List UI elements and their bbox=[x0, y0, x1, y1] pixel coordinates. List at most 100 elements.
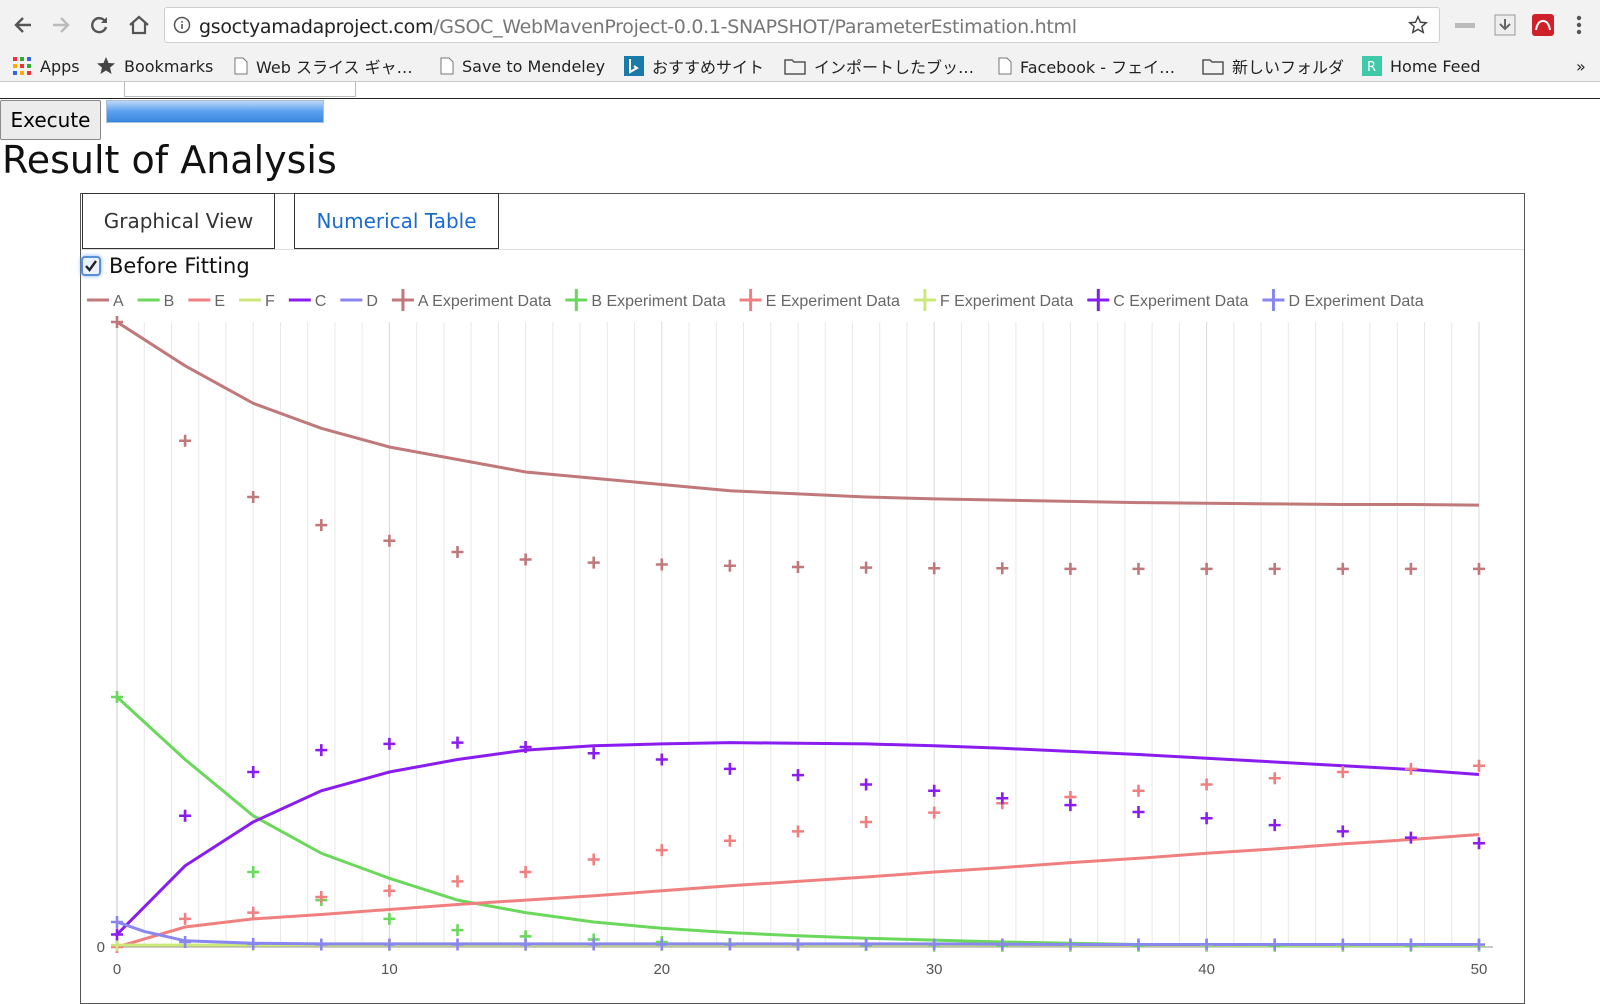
before-fitting-label: Before Fitting bbox=[109, 254, 250, 278]
data-point-a bbox=[1200, 562, 1213, 575]
data-point-d bbox=[451, 938, 464, 951]
download-icon[interactable] bbox=[1492, 12, 1518, 38]
data-point-c bbox=[996, 792, 1009, 805]
data-point-c bbox=[1200, 812, 1213, 825]
data-point-c bbox=[1064, 799, 1077, 812]
result-panel: Graphical View Numerical Table Before Fi… bbox=[80, 193, 1525, 1004]
data-point-d bbox=[928, 938, 941, 951]
data-point-c bbox=[179, 809, 192, 822]
star-icon[interactable] bbox=[1407, 14, 1429, 36]
bookmark-label: Home Feed bbox=[1390, 56, 1481, 76]
data-point-a bbox=[315, 519, 328, 532]
bookmark-label: インポートしたブッ… bbox=[814, 58, 975, 77]
bookmark-label: Facebook - フェイ… bbox=[1020, 58, 1176, 77]
data-point-c bbox=[383, 737, 396, 750]
data-point-e bbox=[1132, 784, 1145, 797]
execute-button[interactable]: Execute bbox=[0, 100, 101, 140]
data-point-e bbox=[1404, 762, 1417, 775]
apps-icon bbox=[13, 57, 31, 75]
data-point-d bbox=[860, 938, 873, 951]
data-point-a bbox=[1473, 562, 1485, 575]
data-point-c bbox=[723, 762, 736, 775]
bookmarks-overflow-button[interactable]: » bbox=[1576, 54, 1586, 78]
data-point-c bbox=[111, 928, 123, 941]
legend-swatch bbox=[1087, 289, 1110, 311]
data-point-a bbox=[1268, 562, 1281, 575]
bookmark-home-feed[interactable]: R Home Feed bbox=[1362, 54, 1481, 78]
bookmark-new-folder[interactable]: 新しいフォルダ bbox=[1202, 54, 1344, 78]
url-text[interactable]: gsoctyamadaproject.com/GSOC_WebMavenProj… bbox=[199, 16, 1077, 38]
data-point-d bbox=[655, 938, 668, 951]
data-point-c bbox=[928, 784, 941, 797]
data-point-a bbox=[1132, 562, 1145, 575]
bookmark-bookmarks[interactable]: Bookmarks bbox=[96, 54, 213, 78]
data-point-a bbox=[655, 558, 668, 571]
x-tick-label: 40 bbox=[1198, 961, 1215, 978]
data-point-d bbox=[315, 938, 328, 951]
bookmark-apps[interactable]: Apps bbox=[12, 54, 80, 78]
data-point-d bbox=[1064, 938, 1077, 951]
back-icon[interactable] bbox=[6, 8, 40, 42]
data-point-d bbox=[1336, 938, 1349, 951]
data-point-c bbox=[587, 747, 600, 760]
bookmark-label: Apps bbox=[40, 56, 80, 76]
tolerance-field[interactable] bbox=[124, 82, 356, 97]
data-point-d bbox=[383, 938, 396, 951]
folder-icon bbox=[784, 59, 806, 75]
reload-icon[interactable] bbox=[82, 8, 116, 42]
data-point-a bbox=[928, 562, 941, 575]
x-tick-label: 20 bbox=[653, 961, 670, 978]
bookmark-web-slice[interactable]: Web スライス ギャ… bbox=[234, 54, 413, 78]
forward-icon[interactable] bbox=[44, 8, 78, 42]
extension-icon[interactable] bbox=[1454, 14, 1476, 36]
legend-label: E bbox=[214, 293, 225, 310]
data-point-e bbox=[1200, 778, 1213, 791]
data-point-d bbox=[792, 938, 804, 951]
home-icon[interactable] bbox=[122, 8, 156, 42]
mendeley-icon[interactable] bbox=[1530, 12, 1556, 38]
page-icon bbox=[440, 57, 454, 75]
legend-label: D bbox=[366, 293, 378, 310]
before-fitting-checkbox[interactable] bbox=[81, 256, 101, 276]
page-title: Result of Analysis bbox=[2, 138, 337, 182]
data-point-b bbox=[451, 924, 464, 937]
data-point-a bbox=[723, 559, 736, 572]
legend-label: C bbox=[315, 293, 327, 310]
tab-numerical-table[interactable]: Numerical Table bbox=[294, 193, 499, 249]
x-tick-label: 50 bbox=[1471, 961, 1488, 978]
bookmark-mendeley[interactable]: Save to Mendeley bbox=[440, 54, 605, 78]
data-point-e bbox=[1473, 759, 1485, 772]
info-icon[interactable] bbox=[173, 16, 191, 34]
bookmark-label: Save to Mendeley bbox=[462, 56, 606, 76]
menu-icon[interactable] bbox=[1568, 12, 1590, 38]
bookmark-facebook[interactable]: Facebook - フェイ… bbox=[998, 54, 1175, 78]
before-fitting-toggle[interactable]: Before Fitting bbox=[81, 251, 250, 281]
data-point-e bbox=[315, 891, 328, 903]
legend-label: B bbox=[164, 293, 175, 310]
legend-swatch bbox=[391, 289, 414, 311]
star-icon bbox=[97, 57, 115, 74]
series-line-c bbox=[115, 741, 1480, 936]
tab-graphical-view[interactable]: Graphical View bbox=[82, 193, 275, 249]
data-point-c bbox=[860, 778, 873, 791]
series-line-a bbox=[116, 320, 1480, 507]
data-point-e bbox=[519, 866, 532, 878]
data-point-c bbox=[1132, 806, 1145, 818]
bookmark-label: Web スライス ギャ… bbox=[256, 58, 413, 77]
data-point-b bbox=[247, 866, 260, 878]
folder-icon bbox=[1202, 59, 1224, 75]
data-point-a bbox=[519, 553, 532, 566]
data-point-b bbox=[383, 912, 396, 925]
legend-swatch bbox=[913, 289, 936, 311]
data-point-c bbox=[1473, 837, 1485, 850]
bookmark-recommended[interactable]: おすすめサイト bbox=[624, 54, 764, 78]
data-point-d bbox=[1132, 938, 1145, 951]
data-point-e bbox=[179, 912, 192, 925]
legend-label: F bbox=[265, 293, 275, 310]
data-point-e bbox=[1336, 766, 1349, 778]
data-point-c bbox=[315, 744, 328, 757]
data-point-e bbox=[723, 834, 736, 847]
address-bar[interactable]: gsoctyamadaproject.com/GSOC_WebMavenProj… bbox=[164, 7, 1440, 43]
bookmark-imported-folder[interactable]: インポートしたブッ… bbox=[784, 54, 974, 78]
data-point-d bbox=[179, 936, 192, 948]
